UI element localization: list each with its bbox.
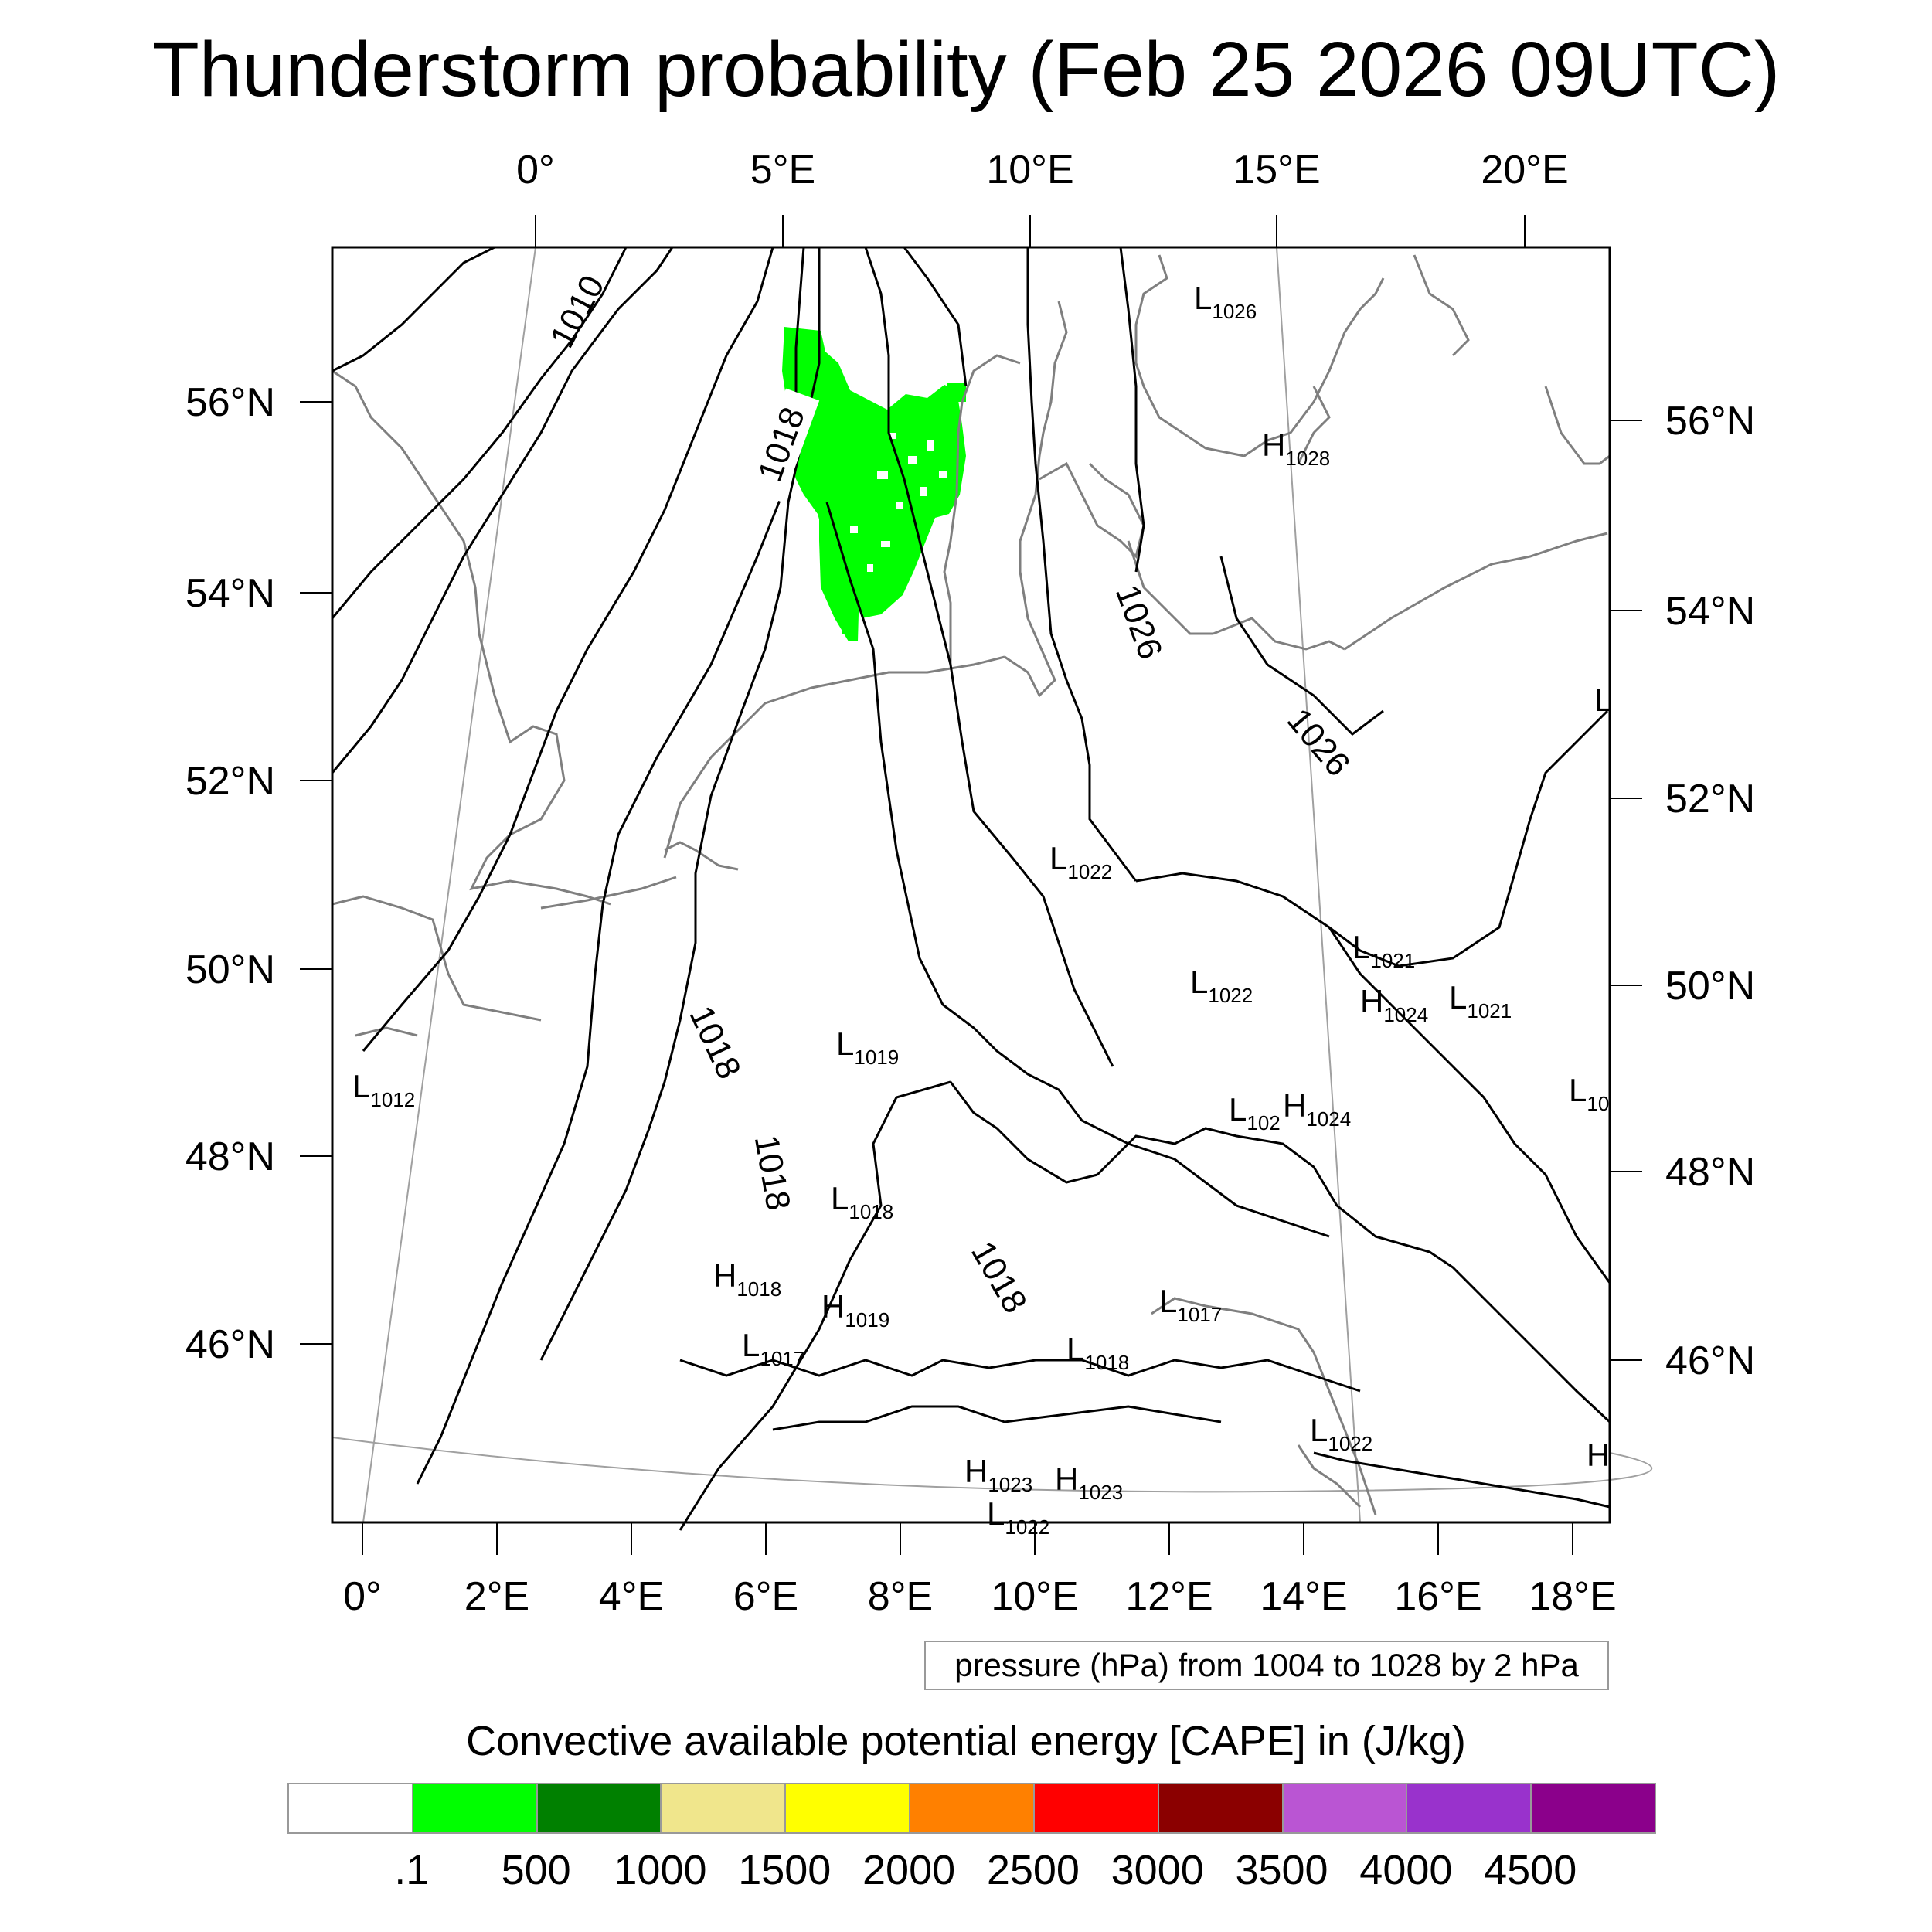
pressure-center-label: L1022 [987,1495,1049,1539]
colorbar-swatch [1157,1783,1284,1834]
cape-area [842,603,852,634]
pressure-center-label: H1019 [821,1288,889,1332]
lat-label-right: 54°N [1665,589,1755,634]
colorbar-swatch [1530,1783,1656,1834]
pressure-center-label: L1021 [1352,929,1415,972]
cape-area [782,327,966,618]
colorbar-swatch [536,1783,662,1834]
lat-label-right: 56°N [1665,399,1755,444]
lat-label-left: 46°N [185,1322,275,1367]
lon-label-bottom: 10°E [991,1574,1078,1619]
pressure-center-label: L1018 [831,1180,893,1223]
pressure-center-label: L1017 [742,1327,804,1370]
pressure-center-label: L1022 [1190,964,1253,1007]
isobars [331,246,1611,1531]
lat-label-left: 48°N [185,1134,275,1179]
lon-label-bottom: 18°E [1529,1574,1616,1619]
colorbar-swatch [1406,1783,1532,1834]
lat-label-left: 56°N [185,380,275,425]
colorbar-label: 3500 [1235,1847,1328,1893]
pressure-center-label: L1018 [1066,1331,1129,1374]
lat-label-right: 46°N [1665,1338,1755,1383]
pressure-center-label: L1012 [352,1068,415,1111]
colorbar-label: 4500 [1484,1847,1577,1893]
pressure-centers: L1026 H1028 L1022 L1021 L1022 H1024 L102… [352,280,1612,1539]
pressure-center-label: L1021 [1449,979,1512,1022]
contour-label: 1010 [543,269,612,353]
colorbar-label: 500 [501,1847,571,1893]
lat-labels-left: 56°N 54°N 52°N 50°N 48°N 46°N [185,380,275,1367]
graticule [332,247,1653,1523]
lat-label-left: 52°N [185,759,275,804]
contour-label: 1018 [964,1235,1034,1319]
colorbar-swatch [411,1783,538,1834]
pressure-center-label: L10 [1569,1072,1609,1115]
pressure-center-label: H1023 [1055,1461,1123,1504]
lon-label-bottom: 0° [343,1574,382,1619]
contour-label: 1026 [1108,580,1170,665]
lat-label-left: 50°N [185,947,275,992]
lat-label-right: 48°N [1665,1150,1755,1195]
colorbar-swatch [1281,1783,1408,1834]
colorbar-swatch [784,1783,911,1834]
colorbar-swatch [909,1783,1035,1834]
pressure-center-label: L102 [1229,1091,1281,1134]
lon-label-top: 0° [516,148,555,192]
pressure-center-label: L [1594,682,1612,718]
lat-label-right: 50°N [1665,964,1755,1009]
pressure-center-label: H1024 [1283,1087,1351,1131]
pressure-center-label: L1022 [1049,840,1112,883]
lat-labels-right: 56°N 54°N 52°N 50°N 48°N 46°N [1665,399,1755,1383]
colorbar-label: 4000 [1359,1847,1453,1893]
lon-label-bottom: 16°E [1394,1574,1481,1619]
pressure-center-label: L1022 [1310,1412,1372,1455]
lon-labels-top: 0° 5°E 10°E 15°E 20°E [516,148,1569,192]
pressure-center-label: L1017 [1159,1283,1222,1326]
map-frame [331,246,1611,1524]
tick-marks [300,215,1642,1555]
lon-label-bottom: 8°E [868,1574,933,1619]
colorbar-label: 1000 [614,1847,707,1893]
lon-label-top: 20°E [1481,148,1568,192]
pressure-center-label: H1023 [964,1453,1032,1496]
colorbar-title: Convective available potential energy [C… [466,1718,1466,1764]
lon-label-bottom: 12°E [1125,1574,1213,1619]
contour-label: 1018 [682,1000,748,1084]
contour-info-note: pressure (hPa) from 1004 to 1028 by 2 hP… [924,1641,1609,1690]
colorbar-label: 1500 [738,1847,832,1893]
pressure-center-label: H1028 [1262,427,1330,470]
lon-label-top: 15°E [1233,148,1320,192]
lon-label-bottom: 6°E [733,1574,798,1619]
lon-label-top: 10°E [986,148,1073,192]
lon-label-bottom: 2°E [464,1574,529,1619]
pressure-center-label: H1024 [1360,983,1428,1026]
colorbar-label: .1 [394,1847,430,1893]
contour-label: 1018 [747,1132,798,1213]
pressure-center-label: H1018 [713,1257,781,1301]
colorbar-swatch [287,1783,413,1834]
lon-label-top: 5°E [750,148,815,192]
lat-label-right: 52°N [1665,777,1755,821]
colorbar-label: 2000 [862,1847,956,1893]
contour-label: 1026 [1280,701,1357,783]
lat-label-left: 54°N [185,571,275,616]
lon-label-bottom: 4°E [599,1574,664,1619]
colorbar-label: 2500 [986,1847,1080,1893]
colorbar-swatch [660,1783,787,1834]
pressure-center-label: L1026 [1194,280,1257,323]
map-title: Thunderstorm probability (Feb 25 2026 09… [151,26,1781,113]
colorbar-label: 3000 [1111,1847,1204,1893]
colorbar-swatch [1032,1783,1159,1834]
colorbar [287,1783,1656,1834]
lon-labels-bottom: 0° 2°E 4°E 6°E 8°E 10°E 12°E 14°E 16°E 1… [343,1574,1617,1619]
lon-label-bottom: 14°E [1260,1574,1347,1619]
pressure-center-label: L1019 [836,1026,899,1069]
coastlines [332,254,1611,1515]
cape-holes [850,433,947,572]
pressure-center-label: H [1587,1437,1610,1473]
